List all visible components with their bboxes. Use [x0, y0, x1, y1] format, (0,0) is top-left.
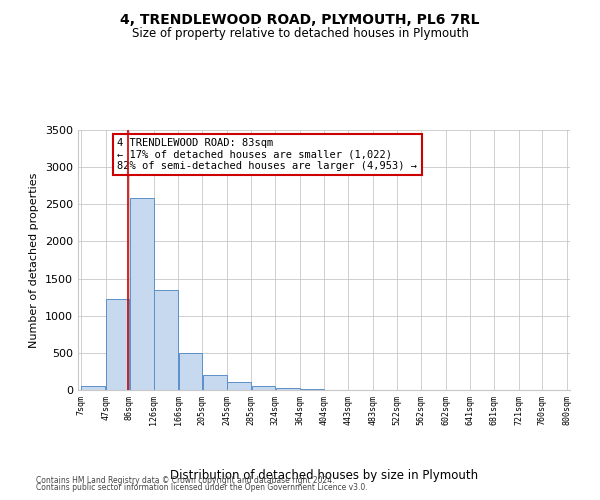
- Bar: [106, 298, 129, 390]
- X-axis label: Distribution of detached houses by size in Plymouth: Distribution of detached houses by size …: [170, 470, 478, 482]
- Y-axis label: Number of detached properties: Number of detached properties: [29, 172, 40, 348]
- Bar: [179, 353, 202, 390]
- Text: Contains HM Land Registry data © Crown copyright and database right 2024.: Contains HM Land Registry data © Crown c…: [36, 476, 335, 485]
- Bar: [203, 375, 227, 390]
- Bar: [251, 386, 275, 390]
- Text: 4 TRENDLEWOOD ROAD: 83sqm
← 17% of detached houses are smaller (1,022)
82% of se: 4 TRENDLEWOOD ROAD: 83sqm ← 17% of detac…: [118, 138, 418, 171]
- Bar: [275, 388, 299, 390]
- Bar: [227, 382, 251, 390]
- Bar: [130, 198, 154, 390]
- Text: 4, TRENDLEWOOD ROAD, PLYMOUTH, PL6 7RL: 4, TRENDLEWOOD ROAD, PLYMOUTH, PL6 7RL: [120, 12, 480, 26]
- Bar: [154, 290, 178, 390]
- Text: Contains public sector information licensed under the Open Government Licence v3: Contains public sector information licen…: [36, 484, 368, 492]
- Bar: [300, 389, 324, 390]
- Text: Size of property relative to detached houses in Plymouth: Size of property relative to detached ho…: [131, 28, 469, 40]
- Bar: [82, 386, 106, 390]
